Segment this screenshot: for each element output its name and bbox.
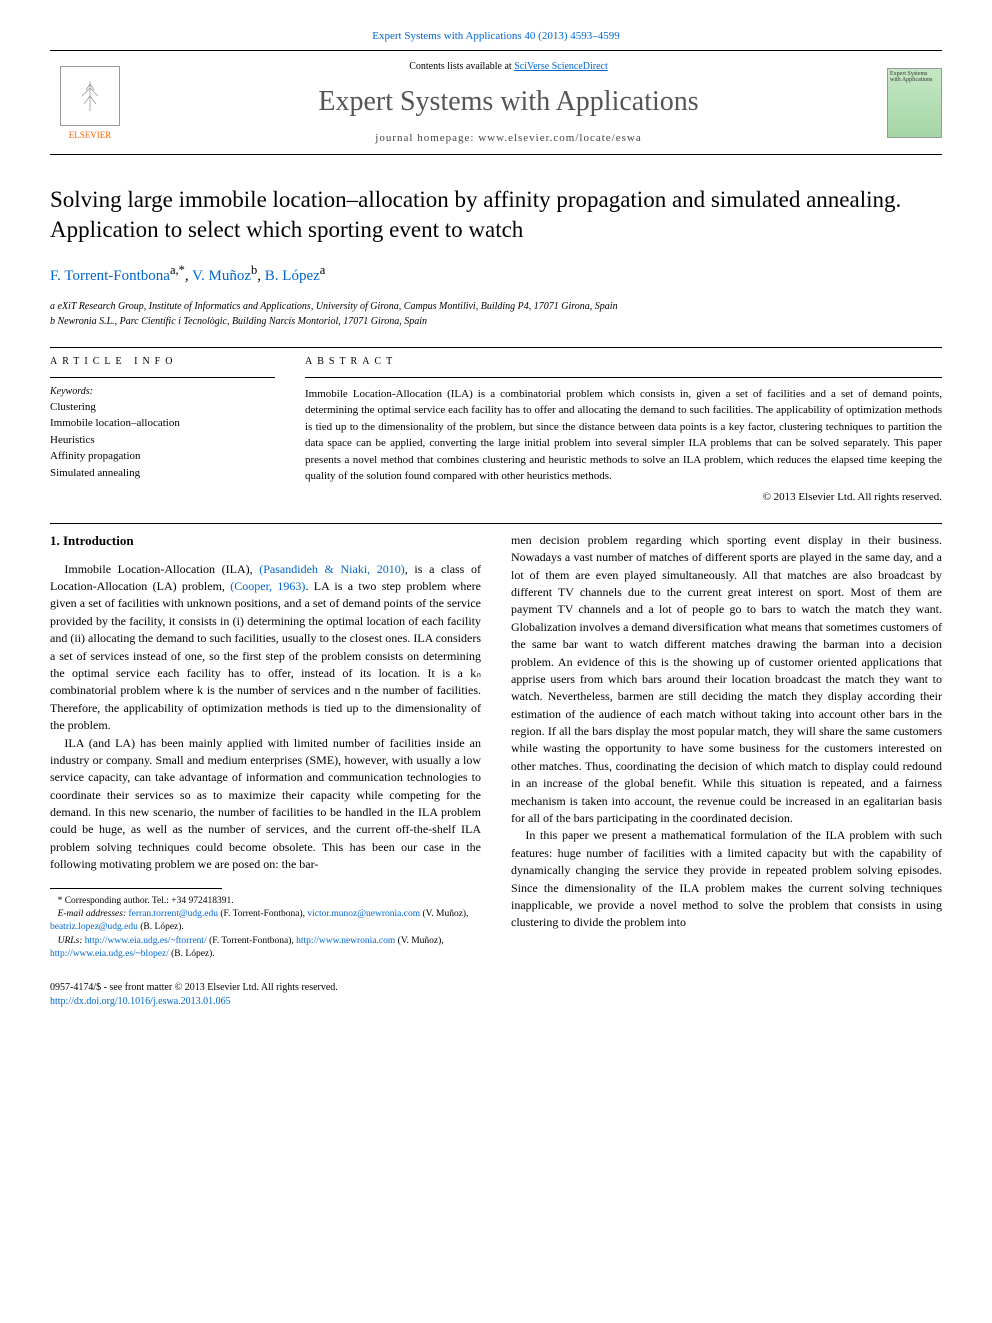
body-paragraph: Immobile Location-Allocation (ILA), (Pas…: [50, 561, 481, 735]
keyword: Immobile location–allocation: [50, 415, 275, 432]
body-text: . LA is a two step problem where given a…: [50, 579, 481, 732]
email-who: (V. Muñoz),: [420, 909, 468, 919]
body-paragraph: In this paper we present a mathematical …: [511, 827, 942, 931]
url-link[interactable]: http://www.newronia.com: [296, 936, 395, 946]
affiliation: b Newronia S.L., Parc Científic i Tecnol…: [50, 314, 942, 329]
footnotes-block: * Corresponding author. Tel.: +34 972418…: [50, 888, 481, 961]
citation-link[interactable]: (Cooper, 1963): [230, 579, 305, 593]
divider: [305, 377, 942, 378]
info-abstract-row: ARTICLE INFO Keywords: Clustering Immobi…: [50, 356, 942, 503]
article-info-column: ARTICLE INFO Keywords: Clustering Immobi…: [50, 356, 275, 503]
url-link[interactable]: http://www.eia.udg.es/~ftorrent/: [85, 936, 207, 946]
author-urls: URLs: http://www.eia.udg.es/~ftorrent/ (…: [50, 935, 481, 962]
page-footer: 0957-4174/$ - see front matter © 2013 El…: [50, 981, 942, 1009]
citation-link[interactable]: (Pasandideh & Niaki, 2010): [259, 562, 405, 576]
urls-label: URLs:: [58, 936, 85, 946]
elsevier-text: ELSEVIER: [50, 130, 130, 140]
abstract-text: Immobile Location-Allocation (ILA) is a …: [305, 386, 942, 485]
email-who: (B. López).: [138, 922, 184, 932]
section-heading: 1. Introduction: [50, 532, 481, 551]
elsevier-logo: ELSEVIER: [50, 66, 130, 140]
email-addresses: E-mail addresses: ferran.torrent@udg.edu…: [50, 908, 481, 935]
email-link[interactable]: beatriz.lopez@udg.edu: [50, 922, 138, 932]
journal-reference: Expert Systems with Applications 40 (201…: [50, 30, 942, 42]
url-who: (B. López).: [169, 949, 215, 959]
author-marks: b: [251, 263, 257, 277]
journal-header: ELSEVIER Contents lists available at Sci…: [50, 50, 942, 155]
keywords-label: Keywords:: [50, 386, 275, 397]
article-info-heading: ARTICLE INFO: [50, 356, 275, 367]
keywords-list: Clustering Immobile location–allocation …: [50, 399, 275, 482]
url-who: (V. Muñoz),: [395, 936, 443, 946]
article-body: 1. Introduction Immobile Location-Alloca…: [50, 532, 942, 961]
divider: [50, 347, 942, 348]
issn-copyright-line: 0957-4174/$ - see front matter © 2013 El…: [50, 981, 942, 995]
body-paragraph: men decision problem regarding which spo…: [511, 532, 942, 828]
sciencedirect-link[interactable]: SciVerse ScienceDirect: [514, 61, 608, 72]
email-label: E-mail addresses:: [58, 909, 129, 919]
contents-available-line: Contents lists available at SciVerse Sci…: [130, 61, 887, 72]
header-center: Contents lists available at SciVerse Sci…: [130, 61, 887, 144]
journal-cover-thumbnail: Expert Systems with Applications: [887, 68, 942, 138]
divider: [50, 523, 942, 524]
author-marks: a,*: [170, 263, 185, 277]
abstract-copyright: © 2013 Elsevier Ltd. All rights reserved…: [305, 491, 942, 503]
keyword: Heuristics: [50, 432, 275, 449]
author-link[interactable]: V. Muñoz: [192, 268, 251, 284]
divider: [50, 377, 275, 378]
author-link[interactable]: F. Torrent-Fontbona: [50, 268, 170, 284]
footnotes: * Corresponding author. Tel.: +34 972418…: [50, 895, 481, 961]
url-who: (F. Torrent-Fontbona),: [207, 936, 296, 946]
keyword: Clustering: [50, 399, 275, 416]
affiliation: a eXiT Research Group, Institute of Info…: [50, 299, 942, 314]
email-who: (F. Torrent-Fontbona),: [218, 909, 307, 919]
author-list: F. Torrent-Fontbonaa,*, V. Muñozb, B. Ló…: [50, 263, 942, 285]
journal-homepage: journal homepage: www.elsevier.com/locat…: [130, 132, 887, 144]
abstract-heading: ABSTRACT: [305, 356, 942, 367]
doi-link[interactable]: http://dx.doi.org/10.1016/j.eswa.2013.01…: [50, 996, 231, 1007]
footnote-separator: [50, 888, 222, 889]
article-title: Solving large immobile location–allocati…: [50, 185, 942, 245]
keyword: Affinity propagation: [50, 448, 275, 465]
author-marks: a: [320, 263, 326, 277]
email-link[interactable]: victor.munoz@newronia.com: [307, 909, 420, 919]
keyword: Simulated annealing: [50, 465, 275, 482]
body-text: Immobile Location-Allocation (ILA),: [64, 562, 259, 576]
journal-name: Expert Systems with Applications: [130, 86, 887, 118]
corresponding-author-note: * Corresponding author. Tel.: +34 972418…: [50, 895, 481, 908]
contents-prefix: Contents lists available at: [409, 61, 514, 72]
body-paragraph: ILA (and LA) has been mainly applied wit…: [50, 735, 481, 874]
abstract-column: ABSTRACT Immobile Location-Allocation (I…: [305, 356, 942, 503]
url-link[interactable]: http://www.eia.udg.es/~blopez/: [50, 949, 169, 959]
email-link[interactable]: ferran.torrent@udg.edu: [128, 909, 217, 919]
affiliations: a eXiT Research Group, Institute of Info…: [50, 299, 942, 329]
author-link[interactable]: B. López: [265, 268, 320, 284]
elsevier-tree-icon: [60, 66, 120, 126]
